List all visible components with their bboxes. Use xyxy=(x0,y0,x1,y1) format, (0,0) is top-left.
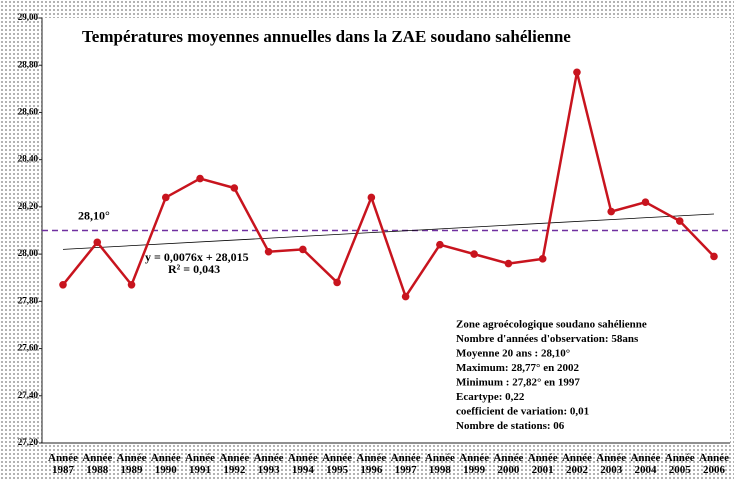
stats-text: coefficient de variation: 0,01 xyxy=(456,406,589,418)
data-point xyxy=(470,250,478,258)
stats-text: Ecartype: 0,22 xyxy=(456,391,525,403)
stats-text: Moyenne 20 ans : 28,10° xyxy=(456,348,570,360)
x-tick-label: Année 1999 xyxy=(459,452,490,476)
y-tick-label: 27,80 xyxy=(18,295,39,305)
x-tick-label: Année 1987 xyxy=(48,452,78,476)
data-point xyxy=(641,198,650,206)
y-tick-label: 28,20 xyxy=(18,201,39,211)
trend-line xyxy=(62,213,715,250)
x-tick-label: Année 1996 xyxy=(356,452,387,476)
x-tick-label: Année 2004 xyxy=(630,452,661,476)
data-line xyxy=(62,72,715,300)
stats-text: Zone agroécologique soudano sahélienne xyxy=(456,319,647,331)
x-tick-label: Année 2002 xyxy=(561,452,592,476)
data-point xyxy=(401,292,410,301)
stats-text: Maximum: 28,77° en 2002 xyxy=(456,362,579,374)
x-tick-label: Année 2001 xyxy=(527,452,558,476)
stats-text: Nombre de stations: 06 xyxy=(456,420,565,432)
trend-equation: y = 0,0076x + 28,015 xyxy=(145,250,249,264)
data-point xyxy=(504,259,513,268)
data-point xyxy=(436,240,444,249)
mean-label: 28,10° xyxy=(78,208,110,222)
x-tick-label: Année 1992 xyxy=(219,452,250,476)
data-point xyxy=(264,247,273,256)
trend-r2: R² = 0,043 xyxy=(168,262,220,276)
data-point xyxy=(675,217,684,225)
data-point xyxy=(333,278,341,287)
x-tick-label: Année 1997 xyxy=(390,452,421,476)
x-tick-label: Année 1989 xyxy=(116,452,147,476)
stats-text: Nombre d'années d'observation: 58ans xyxy=(456,333,639,345)
data-point xyxy=(607,207,616,216)
y-tick-label: 27,60 xyxy=(18,343,39,353)
data-point xyxy=(367,193,376,202)
data-point xyxy=(93,238,102,247)
y-tick-label: 27,40 xyxy=(18,390,39,400)
x-tick-label: Année 1990 xyxy=(150,452,181,476)
x-tick-label: Année 2000 xyxy=(493,452,524,476)
data-point xyxy=(161,193,170,202)
x-tick-label: Année 2006 xyxy=(699,452,729,476)
x-tick-label: Année 2003 xyxy=(596,452,627,476)
y-tick-label: 28,60 xyxy=(18,107,39,117)
data-point xyxy=(299,245,307,254)
data-point xyxy=(710,252,718,261)
x-tick-label: Année 2005 xyxy=(664,452,695,476)
data-point xyxy=(59,281,67,289)
x-tick-label: Année 1995 xyxy=(322,452,353,476)
x-tick-label: Année 1991 xyxy=(185,452,216,476)
chart-title: Températures moyennes annuelles dans la … xyxy=(82,27,571,46)
x-tick-label: Année 1998 xyxy=(424,452,455,476)
data-point xyxy=(127,281,136,289)
y-tick-label: 28,00 xyxy=(18,248,39,258)
data-point xyxy=(538,255,547,263)
data-point xyxy=(230,184,239,192)
x-tick-label: Année 1994 xyxy=(287,452,318,476)
y-tick-label: 29,00 xyxy=(18,12,39,22)
stats-text: Minimum : 27,82° en 1997 xyxy=(456,377,580,389)
y-tick-label: 27,20 xyxy=(18,437,39,447)
data-point xyxy=(196,174,204,183)
data-point xyxy=(573,68,581,77)
x-tick-label: Année 1988 xyxy=(82,452,113,476)
y-tick-label: 28,40 xyxy=(18,154,39,164)
y-tick-label: 28,80 xyxy=(18,59,39,69)
x-tick-label: Année 1993 xyxy=(253,452,284,476)
